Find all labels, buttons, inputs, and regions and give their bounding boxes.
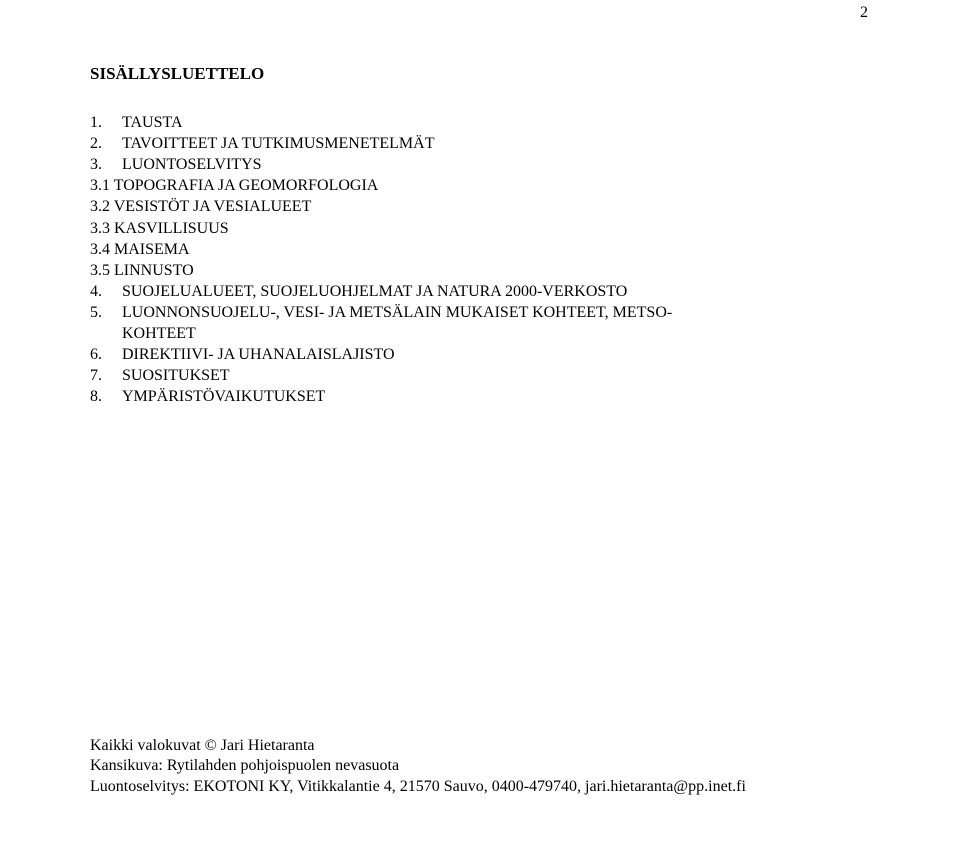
toc-item-text: KOHTEET: [122, 323, 870, 344]
document-page: 2 SISÄLLYSLUETTELO 1. TAUSTA 2. TAVOITTE…: [0, 0, 960, 850]
toc-item: 7. SUOSITUKSET: [90, 365, 870, 386]
toc-title: SISÄLLYSLUETTELO: [90, 64, 870, 84]
toc-item-number: 5.: [90, 302, 122, 323]
toc-sub-text: KASVILLISUUS: [114, 220, 229, 237]
footer: Kaikki valokuvat © Jari Hietaranta Kansi…: [90, 736, 746, 798]
toc-item-continuation: KOHTEET: [90, 323, 870, 344]
toc-sub-text: LINNUSTO: [114, 262, 194, 279]
toc-item: 8. YMPÄRISTÖVAIKUTUKSET: [90, 386, 870, 407]
page-number: 2: [860, 4, 868, 22]
toc-item: 3. LUONTOSELVITYS: [90, 154, 870, 175]
footer-line-cover: Kansikuva: Rytilahden pohjoispuolen neva…: [90, 756, 746, 777]
toc-item-text: 3.2 VESISTÖT JA VESIALUEET: [90, 196, 870, 217]
toc-sub-number: 3.2: [90, 198, 110, 215]
toc-item-number: 4.: [90, 281, 122, 302]
toc-item-text: SUOSITUKSET: [122, 365, 870, 386]
toc-item: 1. TAUSTA: [90, 112, 870, 133]
toc-sub-number: 3.4: [90, 241, 110, 258]
toc-item-text: 3.5 LINNUSTO: [90, 260, 870, 281]
toc-sub-number: 3.1: [90, 177, 110, 194]
toc-item: 2. TAVOITTEET JA TUTKIMUSMENETELMÄT: [90, 133, 870, 154]
toc-sub-text: TOPOGRAFIA JA GEOMORFOLOGIA: [114, 177, 379, 194]
toc-sub-number: 3.5: [90, 262, 110, 279]
toc-item-number: 7.: [90, 365, 122, 386]
toc-item-number: 3.: [90, 154, 122, 175]
toc-item-text: LUONNONSUOJELU-, VESI- JA METSÄLAIN MUKA…: [122, 302, 870, 323]
toc-item-text: LUONTOSELVITYS: [122, 154, 870, 175]
table-of-contents: 1. TAUSTA 2. TAVOITTEET JA TUTKIMUSMENET…: [90, 112, 870, 408]
footer-line-photos: Kaikki valokuvat © Jari Hietaranta: [90, 736, 746, 757]
toc-item-text: DIREKTIIVI- JA UHANALAISLAJISTO: [122, 344, 870, 365]
toc-sub-number: 3.3: [90, 220, 110, 237]
toc-item-text: SUOJELUALUEET, SUOJELUOHJELMAT JA NATURA…: [122, 281, 870, 302]
toc-item-number: 8.: [90, 386, 122, 407]
footer-line-contact: Luontoselvitys: EKOTONI KY, Vitikkalanti…: [90, 777, 746, 798]
toc-item-text: TAVOITTEET JA TUTKIMUSMENETELMÄT: [122, 133, 870, 154]
toc-item-number: 1.: [90, 112, 122, 133]
toc-item: 3.5 LINNUSTO: [90, 260, 870, 281]
toc-sub-text: MAISEMA: [114, 241, 190, 258]
toc-item-number: 6.: [90, 344, 122, 365]
toc-item-number: 2.: [90, 133, 122, 154]
toc-item: 6. DIREKTIIVI- JA UHANALAISLAJISTO: [90, 344, 870, 365]
toc-item: 4. SUOJELUALUEET, SUOJELUOHJELMAT JA NAT…: [90, 281, 870, 302]
toc-item: 3.2 VESISTÖT JA VESIALUEET: [90, 196, 870, 217]
toc-item-text: 3.4 MAISEMA: [90, 239, 870, 260]
toc-item: 3.1 TOPOGRAFIA JA GEOMORFOLOGIA: [90, 175, 870, 196]
toc-item: 3.4 MAISEMA: [90, 239, 870, 260]
toc-item: 5. LUONNONSUOJELU-, VESI- JA METSÄLAIN M…: [90, 302, 870, 323]
toc-item-text: 3.3 KASVILLISUUS: [90, 218, 870, 239]
toc-item-text: 3.1 TOPOGRAFIA JA GEOMORFOLOGIA: [90, 175, 870, 196]
toc-sub-text: VESISTÖT JA VESIALUEET: [114, 198, 312, 215]
toc-item: 3.3 KASVILLISUUS: [90, 218, 870, 239]
toc-item-text: YMPÄRISTÖVAIKUTUKSET: [122, 386, 870, 407]
toc-item-text: TAUSTA: [122, 112, 870, 133]
